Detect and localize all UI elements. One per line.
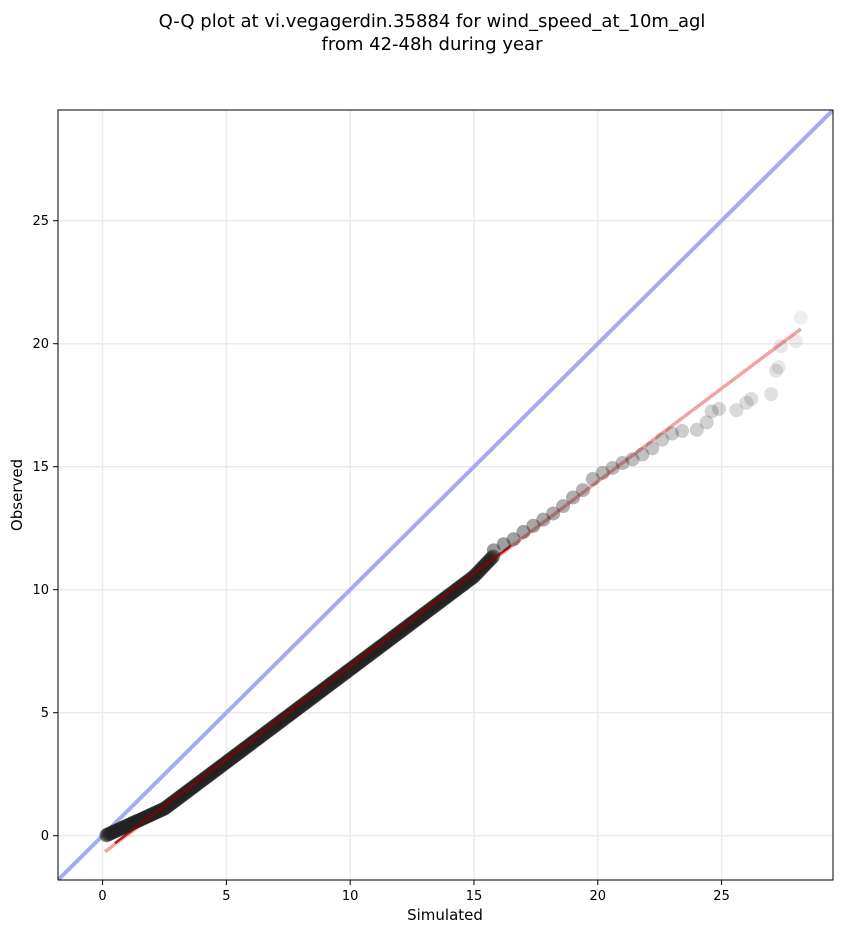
data-points <box>99 310 808 843</box>
y-tick-label: 10 <box>32 583 49 598</box>
data-point <box>769 363 784 378</box>
data-point <box>655 432 670 447</box>
y-tick-label: 5 <box>41 706 49 721</box>
data-point <box>585 472 600 487</box>
data-point <box>793 310 808 325</box>
data-point <box>506 532 521 547</box>
y-tick-label: 15 <box>32 460 49 475</box>
data-point <box>788 334 803 349</box>
data-point <box>595 465 610 480</box>
data-point <box>689 422 704 437</box>
data-point <box>774 339 789 354</box>
data-point <box>556 499 571 514</box>
data-point <box>729 403 744 418</box>
x-tick-label: 20 <box>590 889 607 904</box>
y-axis-label: Observed <box>8 459 26 531</box>
data-point <box>605 460 620 475</box>
axis-ticks: 0 5 10 15 20 25 0 5 10 15 20 25 <box>32 214 729 904</box>
data-point <box>771 360 786 375</box>
y-tick-label: 0 <box>41 829 49 844</box>
data-point <box>486 549 501 564</box>
y-tick-label: 20 <box>32 337 49 352</box>
x-tick-label: 15 <box>466 889 483 904</box>
data-point <box>665 426 680 441</box>
reference-line <box>58 110 833 880</box>
chart-title-line1: Q-Q plot at vi.vegagerdin.35884 for wind… <box>159 11 706 32</box>
data-point <box>712 401 727 416</box>
data-point <box>635 447 650 462</box>
data-point <box>744 392 759 407</box>
chart-title-line2: from 42-48h during year <box>322 34 544 55</box>
x-axis-label: Simulated <box>407 906 483 924</box>
data-point <box>764 387 779 402</box>
x-tick-label: 5 <box>222 889 230 904</box>
data-point <box>674 424 689 439</box>
data-point <box>575 483 590 498</box>
data-point <box>625 452 640 467</box>
data-point <box>526 518 541 533</box>
data-point <box>546 506 561 521</box>
inner-fit-line <box>114 544 512 845</box>
data-point <box>516 524 531 539</box>
x-tick-label: 0 <box>98 889 106 904</box>
data-point <box>486 543 501 558</box>
data-point <box>536 512 551 527</box>
data-point <box>615 456 630 471</box>
data-point <box>566 490 581 505</box>
plot-frame <box>57 109 834 881</box>
data-point <box>699 415 714 430</box>
data-point <box>739 395 754 410</box>
y-tick-label: 25 <box>32 214 49 229</box>
data-point <box>704 404 719 419</box>
x-tick-label: 25 <box>713 889 730 904</box>
x-tick-label: 10 <box>342 889 359 904</box>
data-point <box>645 441 660 456</box>
